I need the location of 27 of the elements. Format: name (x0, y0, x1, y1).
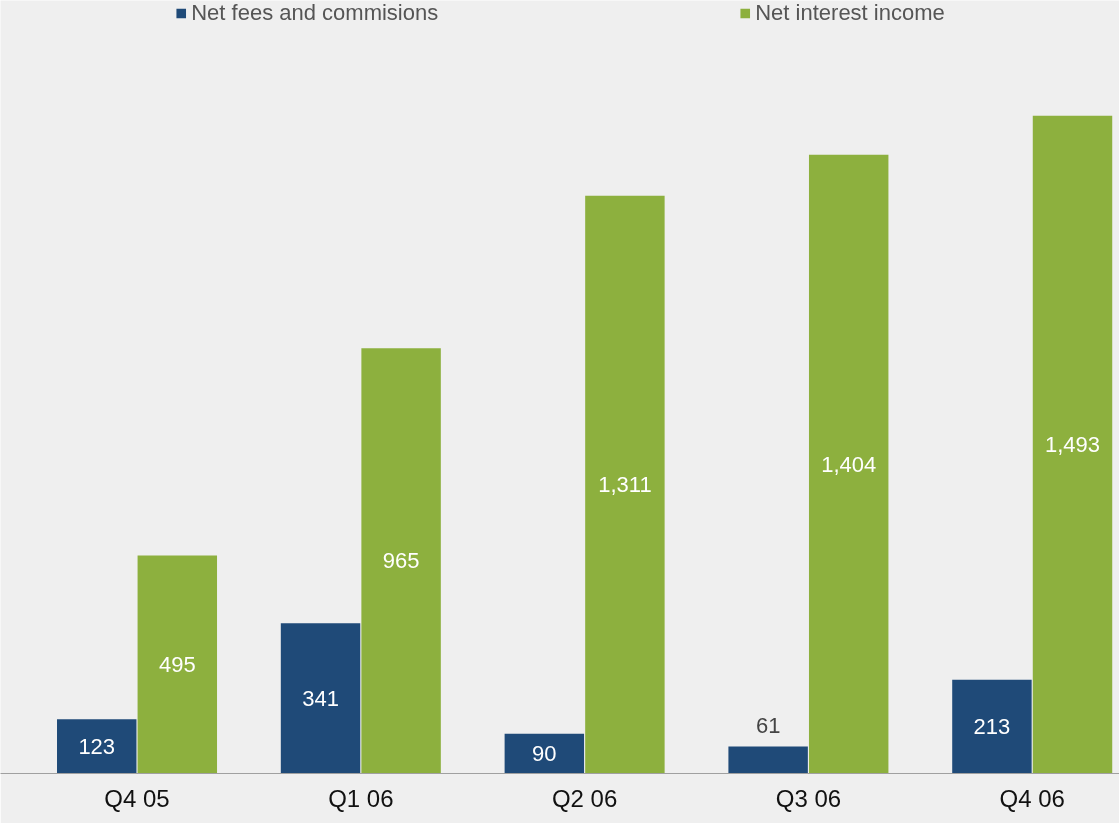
bar (361, 348, 441, 774)
data-label: 1,404 (821, 451, 877, 477)
bar (585, 195, 665, 774)
x-tick-label: Q4 06 (999, 784, 1065, 812)
data-label: 1,311 (598, 472, 652, 498)
legend-label: Net fees and commisions (191, 0, 439, 26)
bar (280, 623, 361, 774)
data-label: 61 (755, 713, 781, 739)
bar (504, 733, 585, 774)
x-tick-label: Q1 06 (328, 784, 394, 812)
bar (137, 555, 218, 774)
data-label: 90 (532, 741, 557, 767)
data-label: 213 (973, 714, 1011, 740)
x-tick-label: Q2 06 (551, 784, 618, 812)
x-tick-label: Q4 05 (104, 784, 170, 812)
x-tick-label: Q3 06 (775, 784, 842, 812)
bar (808, 154, 889, 774)
data-label: 965 (382, 548, 420, 574)
bar (952, 679, 1032, 774)
bar (1032, 115, 1113, 774)
data-label: 341 (302, 685, 339, 711)
bar (57, 719, 137, 774)
data-label: 495 (158, 651, 196, 677)
data-label: 123 (78, 733, 116, 759)
data-label: 1,493 (1044, 432, 1101, 458)
legend-label: Net interest income (755, 0, 945, 26)
bar (728, 746, 808, 774)
